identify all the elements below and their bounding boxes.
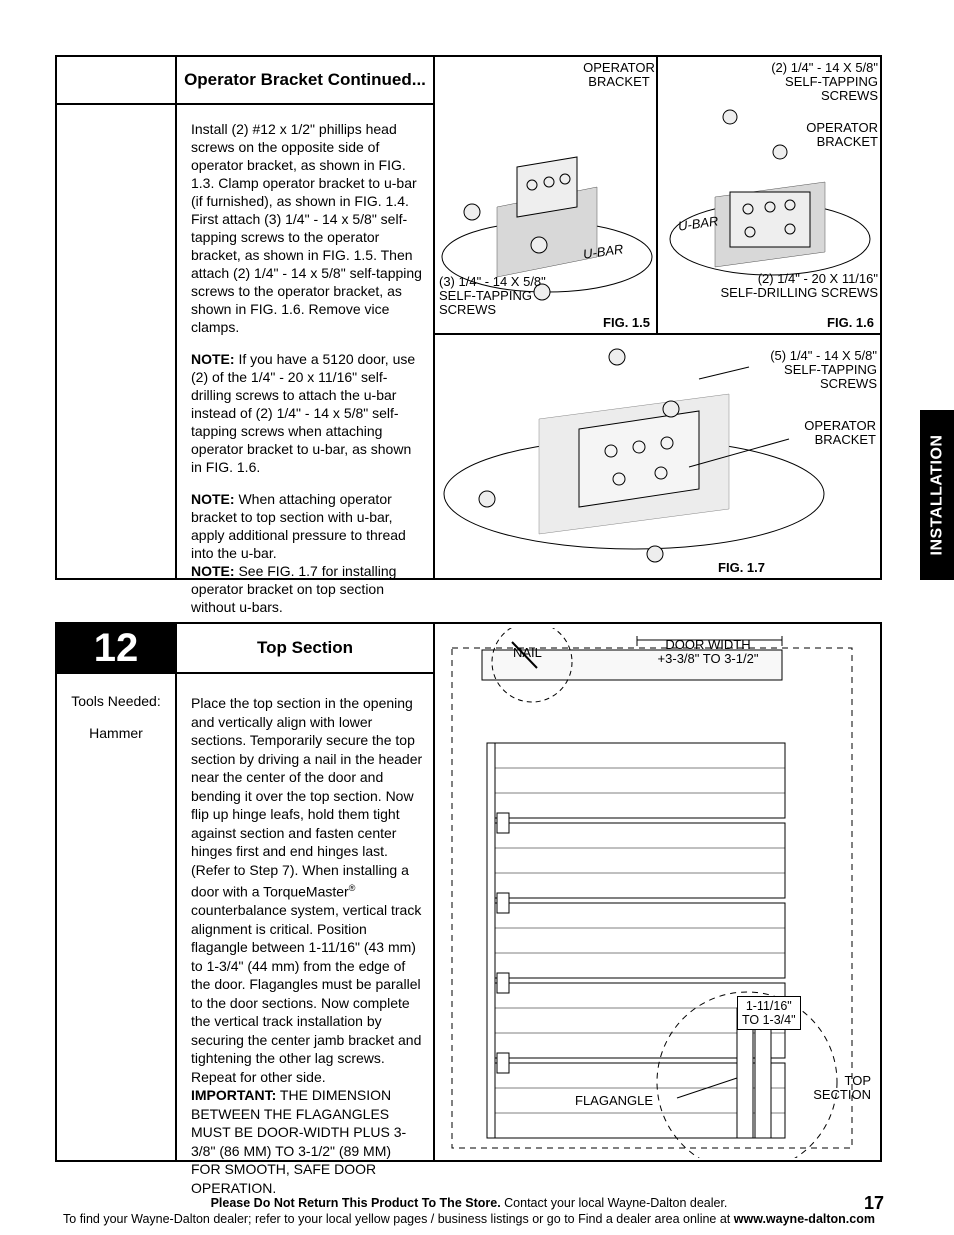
- step11-note2: NOTE: When attaching operator bracket to…: [191, 490, 423, 562]
- step11-body: Install (2) #12 x 1/2" phillips head scr…: [175, 105, 435, 580]
- step11-heading-box: Operator Bracket Continued...: [175, 55, 435, 105]
- fig17-screws-label: (5) 1/4" - 14 X 5/8" SELF-TAPPING SCREWS: [697, 349, 877, 391]
- fig16-caption: FIG. 1.6: [827, 315, 874, 330]
- fig12-flagangle-label: FLAGANGLE: [575, 1094, 653, 1108]
- footer-line1: Please Do Not Return This Product To The…: [55, 1195, 883, 1211]
- figure-1-7: (5) 1/4" - 14 X 5/8" SELF-TAPPING SCREWS…: [433, 333, 882, 580]
- step11-note3: NOTE: See FIG. 1.7 for installing operat…: [191, 562, 423, 616]
- section-tab-label: INSTALLATION: [928, 435, 946, 556]
- step12-tools-heading: Tools Needed:: [57, 690, 175, 712]
- step12-number-box: 12: [55, 622, 177, 674]
- step12-tools-list: Hammer: [57, 722, 175, 744]
- fig17-caption: FIG. 1.7: [718, 560, 765, 575]
- figure-step12: NAIL DOOR WIDTH +3-3/8" TO 3-1/2" 1-11/1…: [433, 622, 882, 1162]
- figure-1-6: (2) 1/4" - 14 X 5/8" SELF-TAPPING SCREWS…: [656, 55, 882, 335]
- step12-number: 12: [94, 626, 139, 671]
- step11-tools-empty: [55, 105, 177, 580]
- section-tab: INSTALLATION: [920, 410, 954, 580]
- fig16-opbracket-label: OPERATOR BRACKET: [786, 121, 878, 149]
- fig12-dim-label: 1-11/16" TO 1-3/4": [737, 996, 801, 1030]
- fig12-topsection-label: TOP SECTION: [791, 1074, 871, 1102]
- step11-heading: Operator Bracket Continued...: [184, 70, 426, 90]
- step12-tools: Tools Needed: Hammer: [55, 672, 177, 1162]
- fig15-screws-label: (3) 1/4" - 14 X 5/8" SELF-TAPPING SCREWS: [439, 275, 589, 317]
- fig12-doorwidth-label: DOOR WIDTH +3-3/8" TO 3-1/2": [633, 638, 783, 666]
- step12-heading: Top Section: [257, 638, 353, 658]
- step12-heading-box: Top Section: [175, 622, 435, 674]
- step11-note1: NOTE: If you have a 5120 door, use (2) o…: [191, 350, 423, 476]
- page-number: 17: [864, 1193, 884, 1214]
- fig15-caption: FIG. 1.5: [603, 315, 650, 330]
- step12-body: Place the top section in the opening and…: [175, 672, 435, 1162]
- step11-number-empty: [55, 55, 177, 105]
- fig16-bottomscrews-label: (2) 1/4" - 20 X 11/16" SELF-DRILLING SCR…: [718, 272, 878, 300]
- step12-body-text: Place the top section in the opening and…: [191, 694, 423, 1086]
- fig16-topscrews-label: (2) 1/4" - 14 X 5/8" SELF-TAPPING SCREWS: [744, 61, 878, 103]
- fig17-opbracket-label: OPERATOR BRACKET: [768, 419, 876, 447]
- fig15-opbracket-label: OPERATOR BRACKET: [581, 61, 657, 89]
- step12-important: IMPORTANT: THE DIMENSION BETWEEN THE FLA…: [191, 1086, 423, 1197]
- footer: Please Do Not Return This Product To The…: [55, 1195, 883, 1227]
- footer-line2: To find your Wayne-Dalton dealer; refer …: [55, 1211, 883, 1227]
- figure-1-5: OPERATOR BRACKET U-BAR (3) 1/4" - 14 X 5…: [433, 55, 658, 335]
- step11-para1: Install (2) #12 x 1/2" phillips head scr…: [191, 120, 423, 336]
- fig12-nail-label: NAIL: [513, 646, 542, 660]
